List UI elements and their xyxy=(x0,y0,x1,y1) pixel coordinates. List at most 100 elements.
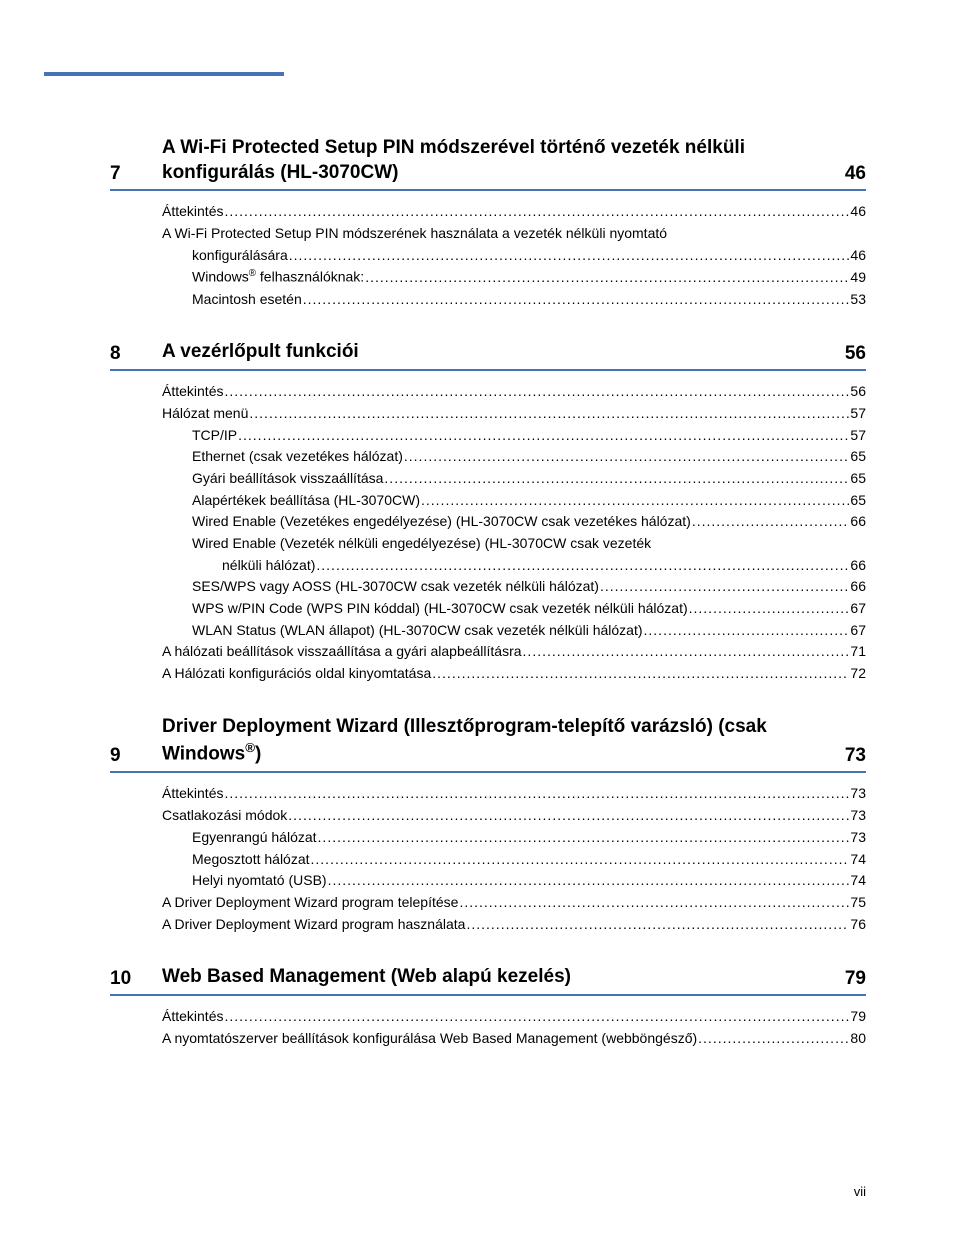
toc-item[interactable]: Áttekintés..............................… xyxy=(162,381,866,403)
page-number: vii xyxy=(854,1184,866,1199)
toc-item[interactable]: A Driver Deployment Wizard program haszn… xyxy=(162,914,866,936)
toc-item-label: Helyi nyomtató (USB) xyxy=(192,870,327,892)
toc-item-label: Áttekintés xyxy=(162,381,223,403)
toc-item-page: 66 xyxy=(850,511,866,533)
toc-item-label: A hálózati beállítások visszaállítása a … xyxy=(162,641,522,663)
toc-item-label: Egyenrangú hálózat xyxy=(192,827,317,849)
toc-item-label-cont: konfigurálására xyxy=(192,245,288,267)
toc-item-label: WPS w/PIN Code (WPS PIN kóddal) (HL-3070… xyxy=(192,598,688,620)
toc-leader-dots: ........................................… xyxy=(238,425,849,447)
toc-item-label: SES/WPS vagy AOSS (HL-3070CW csak vezeté… xyxy=(192,576,599,598)
toc-item-page: 74 xyxy=(850,849,866,871)
toc-item[interactable]: Megosztott hálózat......................… xyxy=(162,849,866,871)
toc-item-page: 74 xyxy=(850,870,866,892)
toc-leader-dots: ........................................… xyxy=(224,381,849,403)
toc-item-page: 67 xyxy=(850,598,866,620)
toc-item-page: 49 xyxy=(850,267,866,289)
toc-item-label: WLAN Status (WLAN állapot) (HL-3070CW cs… xyxy=(192,620,643,642)
toc-item[interactable]: Hálózat menü............................… xyxy=(162,403,866,425)
section-header: 10Web Based Management (Web alapú kezelé… xyxy=(110,965,866,996)
toc-leader-dots: ........................................… xyxy=(432,663,849,685)
toc-item[interactable]: A Hálózati konfigurációs oldal kinyomtat… xyxy=(162,663,866,685)
toc-item-page: 65 xyxy=(850,468,866,490)
toc-item-page: 66 xyxy=(850,555,866,577)
toc-leader-dots: ........................................… xyxy=(466,914,849,936)
toc-item[interactable]: A hálózati beállítások visszaállítása a … xyxy=(162,641,866,663)
toc-leader-dots: ........................................… xyxy=(328,870,850,892)
toc-item-page: 73 xyxy=(850,805,866,827)
toc-item-list: Áttekintés..............................… xyxy=(110,783,866,935)
toc-leader-dots: ........................................… xyxy=(644,620,850,642)
toc-item[interactable]: Áttekintés..............................… xyxy=(162,783,866,805)
toc-item[interactable]: Gyári beállítások visszaállítása........… xyxy=(162,468,866,490)
toc-item[interactable]: Helyi nyomtató (USB)....................… xyxy=(162,870,866,892)
toc-item-list: Áttekintés..............................… xyxy=(110,201,866,310)
toc-item-page: 56 xyxy=(850,381,866,403)
toc-item-page: 65 xyxy=(850,446,866,468)
toc-item-list: Áttekintés..............................… xyxy=(110,381,866,685)
toc-item-label: A Driver Deployment Wizard program telep… xyxy=(162,892,458,914)
toc-item-label: Csatlakozási módok xyxy=(162,805,287,827)
section-title: A vezérlőpult funkciói xyxy=(162,340,835,365)
toc-section: 7A Wi-Fi Protected Setup PIN módszerével… xyxy=(110,136,866,310)
toc-section: 10Web Based Management (Web alapú kezelé… xyxy=(110,965,866,1049)
section-title: A Wi-Fi Protected Setup PIN módszerével … xyxy=(162,136,835,185)
toc-item[interactable]: Windows® felhasználóknak:...............… xyxy=(162,266,866,288)
toc-item[interactable]: Csatlakozási módok......................… xyxy=(162,805,866,827)
toc-item-label: Hálózat menü xyxy=(162,403,248,425)
toc-item-page: 73 xyxy=(850,827,866,849)
toc-item[interactable]: Wired Enable (Vezetékes engedélyezése) (… xyxy=(162,511,866,533)
toc-leader-dots: ........................................… xyxy=(316,555,849,577)
section-header: 7A Wi-Fi Protected Setup PIN módszerével… xyxy=(110,136,866,191)
toc-leader-dots: ........................................… xyxy=(224,201,849,223)
toc-item-label: TCP/IP xyxy=(192,425,237,447)
toc-leader-dots: ........................................… xyxy=(224,1006,849,1028)
toc-item-page: 79 xyxy=(850,1006,866,1028)
toc-item[interactable]: Ethernet (csak vezetékes hálózat).......… xyxy=(162,446,866,468)
section-number: 10 xyxy=(110,968,162,990)
section-number: 9 xyxy=(110,745,162,767)
toc-leader-dots: ........................................… xyxy=(689,598,850,620)
toc-item[interactable]: Macintosh esetén........................… xyxy=(162,289,866,311)
toc-item[interactable]: Wired Enable (Vezeték nélküli engedélyez… xyxy=(162,533,866,576)
toc-item[interactable]: TCP/IP..................................… xyxy=(162,425,866,447)
section-number: 7 xyxy=(110,163,162,185)
toc-item[interactable]: Alapértékek beállítása (HL-3070CW)......… xyxy=(162,490,866,512)
toc-item[interactable]: WLAN Status (WLAN állapot) (HL-3070CW cs… xyxy=(162,620,866,642)
section-page: 46 xyxy=(845,163,866,185)
toc-item-page: 46 xyxy=(850,201,866,223)
toc-item-label: Áttekintés xyxy=(162,201,223,223)
toc-section: 8A vezérlőpult funkciói56 Áttekintés.....… xyxy=(110,340,866,684)
toc-page: 7A Wi-Fi Protected Setup PIN módszerével… xyxy=(0,76,960,1049)
toc-item-label: A Hálózati konfigurációs oldal kinyomtat… xyxy=(162,663,431,685)
toc-leader-dots: ........................................… xyxy=(249,403,849,425)
section-header: 9Driver Deployment Wizard (Illesztőprogr… xyxy=(110,715,866,774)
toc-item[interactable]: A nyomtatószerver beállítások konfigurál… xyxy=(162,1028,866,1050)
toc-item-page: 66 xyxy=(850,576,866,598)
section-page: 79 xyxy=(845,968,866,990)
section-title: Driver Deployment Wizard (Illesztőprogra… xyxy=(162,715,835,768)
section-page: 73 xyxy=(845,745,866,767)
section-header: 8A vezérlőpult funkciói56 xyxy=(110,340,866,371)
toc-item[interactable]: SES/WPS vagy AOSS (HL-3070CW csak vezeté… xyxy=(162,576,866,598)
toc-leader-dots: ........................................… xyxy=(421,490,849,512)
toc-leader-dots: ........................................… xyxy=(289,245,850,267)
toc-item-page: 53 xyxy=(850,289,866,311)
toc-leader-dots: ........................................… xyxy=(459,892,849,914)
toc-item-page: 57 xyxy=(850,425,866,447)
toc-leader-dots: ........................................… xyxy=(523,641,850,663)
toc-item[interactable]: A Wi-Fi Protected Setup PIN módszerének … xyxy=(162,223,866,266)
toc-item[interactable]: Egyenrangú hálózat......................… xyxy=(162,827,866,849)
toc-item-label: Macintosh esetén xyxy=(192,289,302,311)
toc-item-label: Áttekintés xyxy=(162,1006,223,1028)
toc-item-page: 80 xyxy=(850,1028,866,1050)
toc-item[interactable]: WPS w/PIN Code (WPS PIN kóddal) (HL-3070… xyxy=(162,598,866,620)
toc-item[interactable]: A Driver Deployment Wizard program telep… xyxy=(162,892,866,914)
toc-leader-dots: ........................................… xyxy=(303,289,850,311)
toc-item-page: 57 xyxy=(850,403,866,425)
toc-item[interactable]: Áttekintés..............................… xyxy=(162,201,866,223)
toc-item-label-cont: nélküli hálózat) xyxy=(222,555,315,577)
toc-leader-dots: ........................................… xyxy=(404,446,850,468)
toc-leader-dots: ........................................… xyxy=(692,511,850,533)
toc-item[interactable]: Áttekintés..............................… xyxy=(162,1006,866,1028)
